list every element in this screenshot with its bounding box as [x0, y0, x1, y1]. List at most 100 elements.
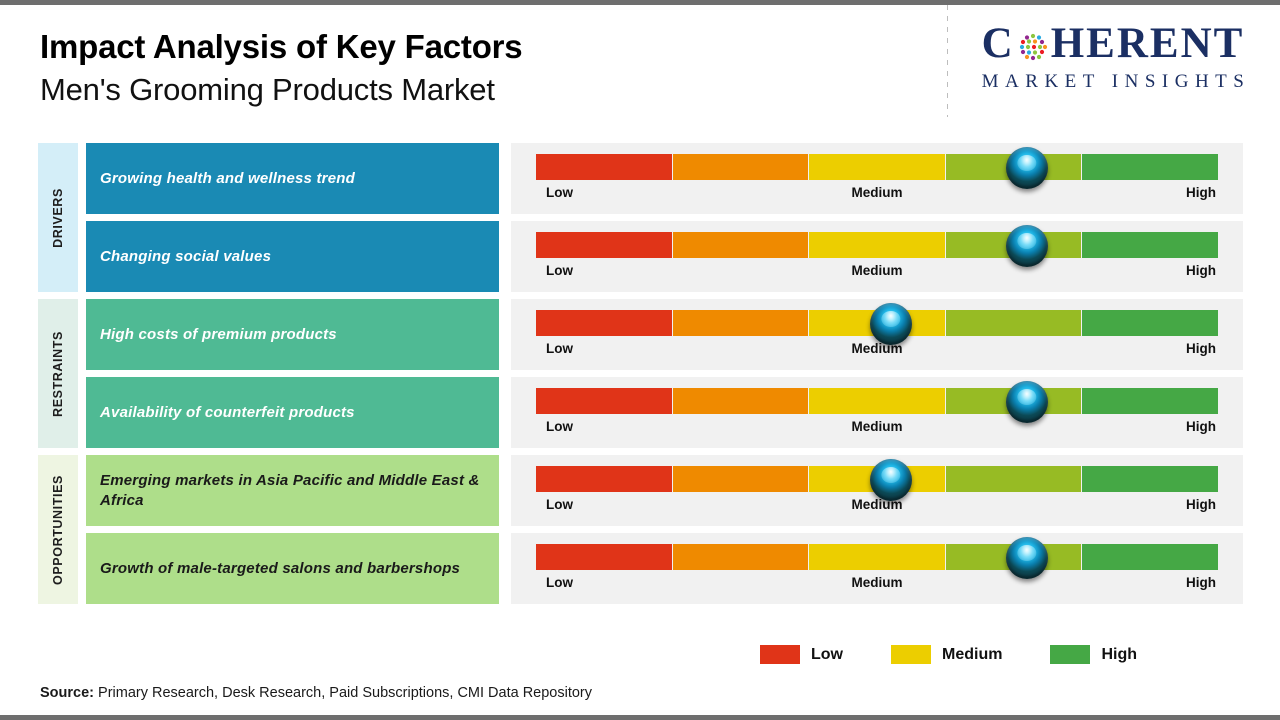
page-subtitle: Men's Grooming Products Market [40, 71, 495, 107]
gauge-segment-2 [672, 232, 810, 258]
scale-tick-high: High [1186, 341, 1216, 356]
gauge-segments [536, 232, 1218, 258]
impact-gauge[interactable]: Low Medium High [511, 299, 1243, 370]
legend-swatch [891, 645, 931, 664]
factor-label: Growth of male-targeted salons and barbe… [86, 533, 499, 604]
gauge-segment-5 [1082, 388, 1218, 414]
impact-marker[interactable] [869, 459, 912, 501]
scale-tick-low: Low [546, 575, 573, 590]
scale-tick-low: Low [546, 497, 573, 512]
gauge-segment-1 [536, 154, 673, 180]
gauge-segment-2 [672, 544, 810, 570]
logo-divider [947, 5, 948, 117]
category-label-text: DRIVERS [51, 187, 65, 248]
gauge-segment-2 [672, 154, 810, 180]
logo-letters-herent: HERENT [1050, 20, 1245, 67]
legend-label: High [1101, 645, 1137, 663]
bottom-border-strip [0, 715, 1280, 720]
gauge-scale-labels: Low Medium High [536, 575, 1218, 603]
factor-rows: Growing health and wellness trend Low Medi… [86, 143, 1243, 292]
impact-matrix: DRIVERS Growing health and wellness trend… [38, 143, 1243, 604]
factor-label: Availability of counterfeit products [86, 377, 499, 448]
factor-rows: Emerging markets in Asia Pacific and Mid… [86, 455, 1243, 604]
gauge-segment-3 [809, 544, 946, 570]
scale-tick-medium: Medium [851, 263, 903, 278]
page-title: Impact Analysis of Key Factors [40, 28, 523, 65]
gauge-segment-3 [809, 154, 946, 180]
factor-row: Changing social values Low Medium High [86, 221, 1243, 292]
category-label-opportunities: OPPORTUNITIES [38, 455, 78, 604]
source-note: Source: Primary Research, Desk Research,… [40, 685, 592, 701]
logo-tagline: MARKET INSIGHTS [981, 71, 1251, 92]
gauge-segment-3 [809, 232, 946, 258]
gauge-scale-labels: Low Medium High [536, 263, 1218, 291]
gauge-segment-5 [1082, 466, 1218, 492]
top-border-strip [0, 0, 1280, 5]
scale-tick-high: High [1186, 575, 1216, 590]
legend-swatch [760, 645, 800, 664]
factor-row: Emerging markets in Asia Pacific and Mid… [86, 455, 1243, 526]
factor-rows: High costs of premium products Low Medium H… [86, 299, 1243, 448]
factor-row: High costs of premium products Low Medium H… [86, 299, 1243, 370]
impact-gauge[interactable]: Low Medium High [511, 143, 1243, 214]
impact-marker[interactable] [869, 303, 912, 345]
gauge-segment-2 [672, 466, 810, 492]
gauge-segments [536, 544, 1218, 570]
gauge-segment-2 [672, 388, 810, 414]
scale-tick-low: Low [546, 341, 573, 356]
scale-tick-medium: Medium [851, 575, 903, 590]
factor-label: High costs of premium products [86, 299, 499, 370]
impact-gauge[interactable]: Low Medium High [511, 221, 1243, 292]
scale-tick-medium: Medium [851, 185, 903, 200]
scale-tick-high: High [1186, 263, 1216, 278]
gauge-segment-4 [945, 310, 1083, 336]
gauge-segment-1 [536, 310, 673, 336]
legend-label: Medium [942, 645, 1003, 663]
logo-wordmark: C [963, 22, 1263, 65]
gauge-segments [536, 154, 1218, 180]
scale-tick-low: Low [546, 185, 573, 200]
factor-label: Growing health and wellness trend [86, 143, 499, 214]
impact-legend: Low Medium High [760, 645, 1210, 664]
factor-row: Growth of male-targeted salons and barbe… [86, 533, 1243, 604]
impact-gauge[interactable]: Low Medium High [511, 377, 1243, 448]
scale-tick-high: High [1186, 419, 1216, 434]
company-logo: C [963, 22, 1263, 93]
category-group-drivers: DRIVERS Growing health and wellness trend… [38, 143, 1243, 292]
legend-item-high: High [1050, 645, 1137, 664]
category-label-text: OPPORTUNITIES [51, 474, 65, 585]
scale-tick-low: Low [546, 419, 573, 434]
scale-tick-medium: Medium [851, 419, 903, 434]
factor-row: Availability of counterfeit products Low M… [86, 377, 1243, 448]
gauge-segment-5 [1082, 310, 1218, 336]
category-group-restraints: RESTRAINTS High costs of premium products… [38, 299, 1243, 448]
factor-label: Emerging markets in Asia Pacific and Mid… [86, 455, 499, 526]
impact-marker[interactable] [1006, 147, 1049, 189]
category-group-opportunities: OPPORTUNITIES Emerging markets in Asia Pa… [38, 455, 1243, 604]
gauge-scale-labels: Low Medium High [536, 497, 1218, 525]
page-header: Impact Analysis of Key Factors Men's Gro… [40, 28, 740, 108]
legend-swatch [1050, 645, 1091, 664]
gauge-segment-1 [536, 544, 673, 570]
category-label-restraints: RESTRAINTS [38, 299, 78, 448]
gauge-segment-1 [536, 388, 673, 414]
globe-dot-sphere-icon [1016, 29, 1050, 63]
impact-gauge[interactable]: Low Medium High [511, 533, 1243, 604]
legend-item-medium: Medium [891, 645, 1002, 664]
category-label-drivers: DRIVERS [38, 143, 78, 292]
gauge-segment-1 [536, 466, 673, 492]
impact-marker[interactable] [1006, 225, 1049, 267]
gauge-scale-labels: Low Medium High [536, 341, 1218, 369]
impact-gauge[interactable]: Low Medium High [511, 455, 1243, 526]
gauge-segments [536, 310, 1218, 336]
source-label: Source: [40, 685, 94, 701]
source-text: Primary Research, Desk Research, Paid Su… [94, 685, 593, 701]
gauge-segment-2 [672, 310, 810, 336]
factor-label: Changing social values [86, 221, 499, 292]
gauge-segments [536, 388, 1218, 414]
scale-tick-high: High [1186, 185, 1216, 200]
impact-marker[interactable] [1006, 381, 1049, 423]
legend-label: Low [811, 645, 843, 663]
impact-marker[interactable] [1006, 537, 1049, 579]
